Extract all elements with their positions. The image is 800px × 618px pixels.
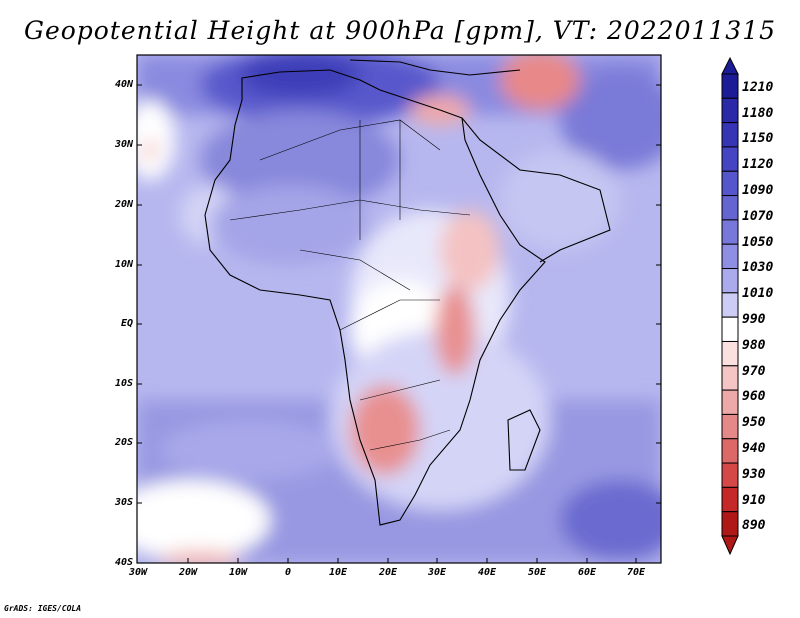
colorbar-segment: [721, 195, 739, 221]
lon-label: 20E: [378, 567, 398, 578]
colorbar-label: 930: [742, 467, 766, 482]
map-field: [137, 55, 661, 563]
map-frame: [136, 54, 662, 564]
colorbar-segment: [721, 292, 739, 318]
lat-label: 10S: [114, 378, 133, 389]
lat-label: 10N: [114, 259, 133, 270]
lon-label: 60E: [577, 567, 597, 578]
colorbar-label: 980: [742, 338, 766, 353]
chart-title: Geopotential Height at 900hPa [gpm], VT:…: [23, 16, 777, 45]
colorbar-segment: [721, 146, 739, 172]
lon-ticks: [187, 558, 637, 563]
colorbar-label: 890: [742, 518, 766, 533]
lat-label: 20N: [114, 199, 133, 210]
colorbar-segment: [721, 365, 739, 391]
colorbar-segment: [721, 413, 739, 440]
colorbar-arrow-bottom: [721, 535, 739, 556]
lat-label: EQ: [120, 318, 133, 329]
lon-label: 50E: [527, 567, 547, 578]
colorbar-segment: [721, 219, 739, 245]
colorbar-segment: [721, 462, 739, 488]
colorbar-label: 1090: [742, 183, 774, 198]
lon-label: 20W: [178, 567, 198, 578]
colorbar-segment: [721, 389, 739, 415]
colorbar-label: 1150: [742, 131, 774, 146]
colorbar-segment: [721, 486, 739, 513]
lat-ticks: [137, 84, 661, 504]
credit-text: GrADS: IGES/COLA: [4, 604, 82, 613]
colorbar-segment: [721, 316, 739, 342]
lon-label: 30W: [128, 567, 148, 578]
colorbar-label: 1010: [742, 286, 774, 301]
colorbar-segment: [721, 73, 739, 99]
lat-label: 30N: [114, 139, 133, 150]
colorbar-label: 970: [742, 364, 766, 379]
lat-label: 30S: [114, 497, 133, 508]
colorbar-arrow-top: [721, 56, 739, 75]
lat-label: 20S: [114, 437, 133, 448]
lat-label: 40N: [114, 79, 133, 90]
colorbar-segment: [721, 511, 739, 537]
colorbar-label: 1050: [742, 235, 774, 250]
colorbar-segment: [721, 243, 739, 270]
lon-label: 70E: [626, 567, 646, 578]
lon-label: 0: [284, 567, 292, 578]
colorbar-label: 1210: [742, 80, 774, 95]
coastlines: [204, 59, 611, 526]
colorbar-label: 1120: [742, 157, 774, 172]
colorbar-label: 1030: [742, 260, 774, 275]
borders: [229, 119, 471, 451]
lon-label: 30E: [427, 567, 447, 578]
colorbar-label: 950: [742, 415, 766, 430]
colorbar: [721, 56, 739, 556]
colorbar-segment: [721, 438, 739, 464]
colorbar-segment: [721, 170, 739, 197]
colorbar-label: 1070: [742, 209, 774, 224]
colorbar-label: 990: [742, 312, 766, 327]
colorbar-segment: [721, 122, 739, 148]
colorbar-label: 960: [742, 389, 766, 404]
colorbar-label: 910: [742, 493, 766, 508]
colorbar-segment: [721, 97, 739, 124]
colorbar-label: 1180: [742, 106, 774, 121]
lon-label: 40E: [477, 567, 497, 578]
lon-label: 10W: [228, 567, 248, 578]
lon-label: 10E: [328, 567, 348, 578]
lat-label: 40S: [114, 557, 133, 568]
colorbar-label: 940: [742, 441, 766, 456]
colorbar-segment: [721, 340, 739, 367]
colorbar-segment: [721, 268, 739, 294]
